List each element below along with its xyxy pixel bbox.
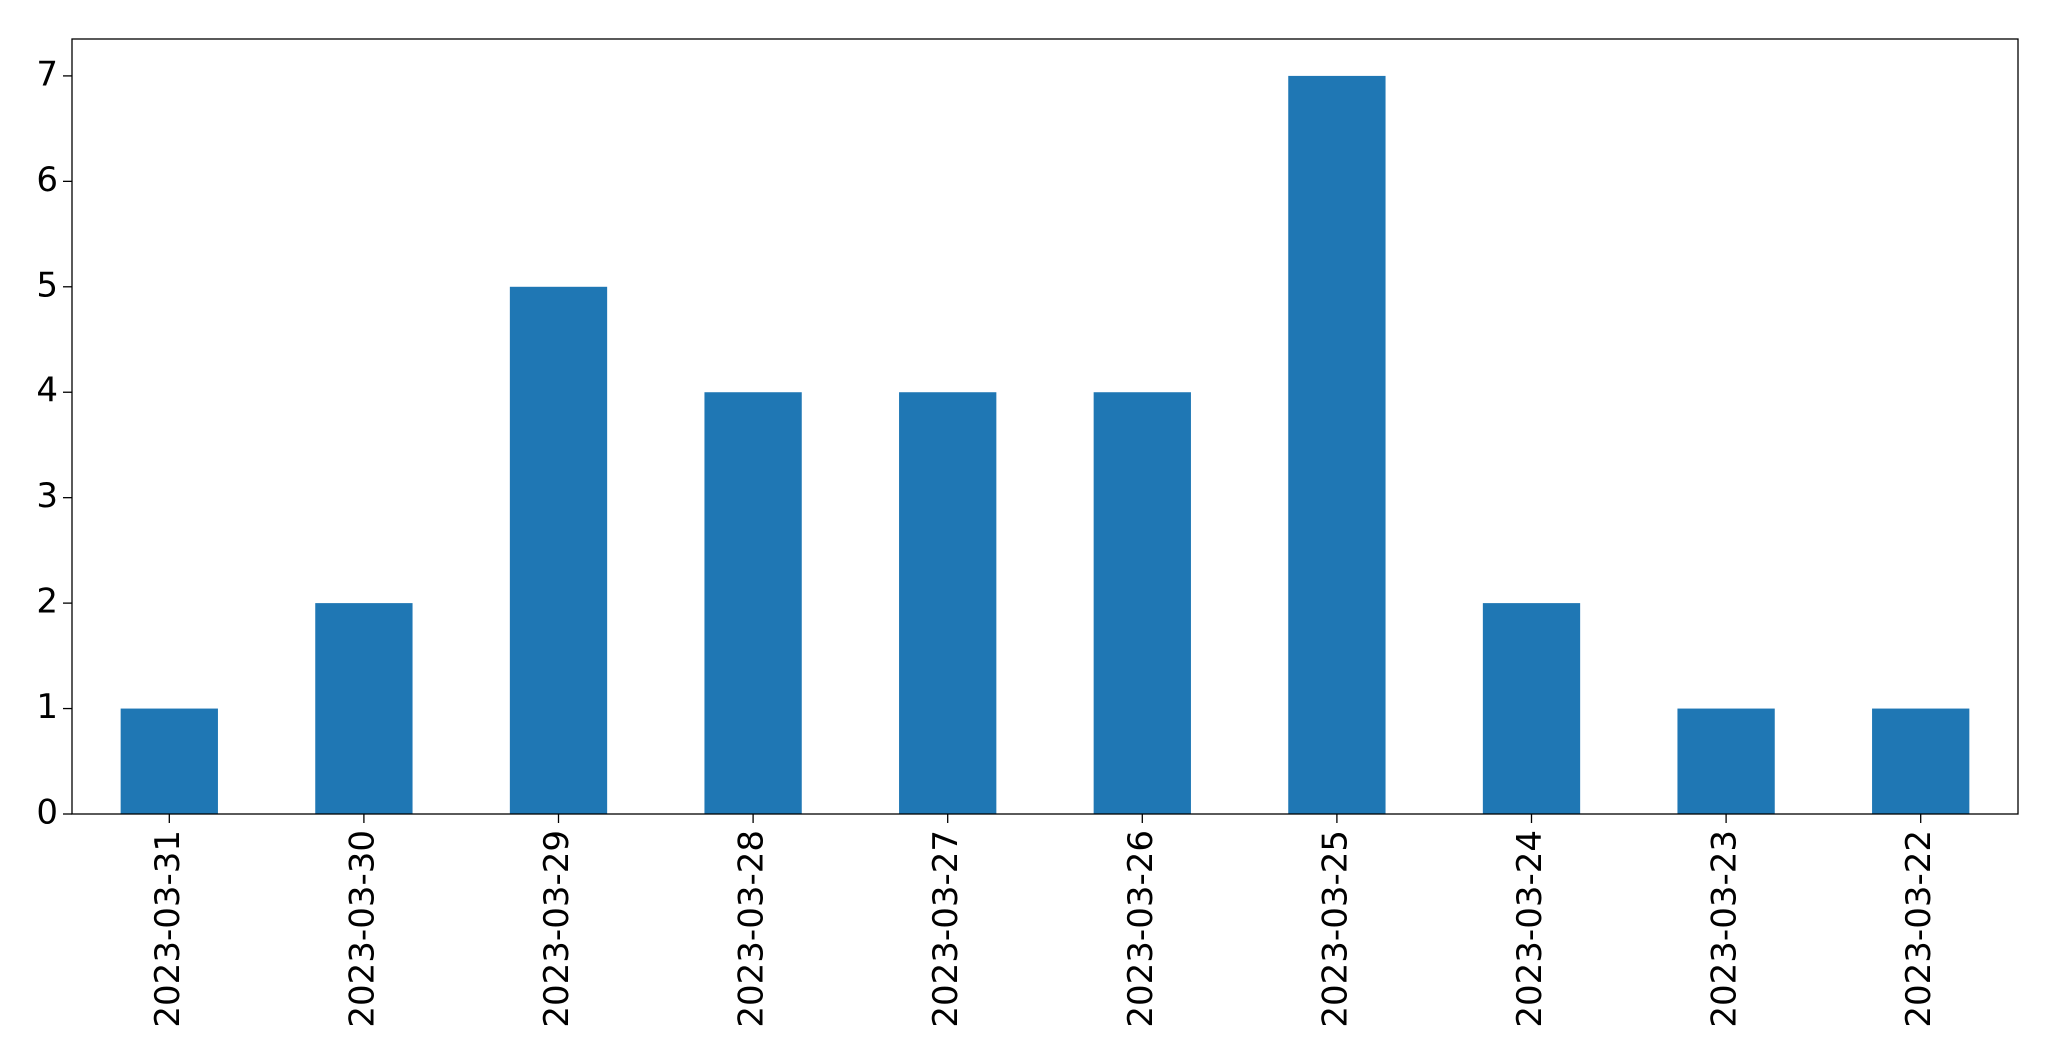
bar xyxy=(315,603,413,814)
x-tick-label: 2023-03-22 xyxy=(1899,830,1939,1028)
y-tick-label: 3 xyxy=(36,476,58,516)
y-tick-label: 6 xyxy=(36,160,58,200)
y-tick-label: 5 xyxy=(36,265,58,305)
bar xyxy=(1093,392,1191,814)
bar xyxy=(1288,75,1386,814)
bar xyxy=(509,286,608,814)
x-tick-label: 2023-03-29 xyxy=(537,830,577,1028)
x-tick-label: 2023-03-23 xyxy=(1705,830,1745,1028)
bar xyxy=(1482,603,1581,814)
y-tick-label: 0 xyxy=(36,793,58,833)
y-tick-label: 4 xyxy=(36,371,58,411)
x-tick-label: 2023-03-30 xyxy=(342,830,382,1028)
x-tick-label: 2023-03-25 xyxy=(1315,830,1355,1028)
x-tick-label: 2023-03-26 xyxy=(1121,830,1161,1028)
bar xyxy=(899,392,997,814)
y-tick-label: 7 xyxy=(36,54,58,94)
plot-frame xyxy=(71,38,2019,815)
bar xyxy=(704,392,802,814)
x-tick-label: 2023-03-24 xyxy=(1510,830,1550,1028)
y-tick-label: 2 xyxy=(36,582,58,622)
x-tick-label: 2023-03-28 xyxy=(732,830,772,1028)
y-tick-label: 1 xyxy=(36,687,58,727)
bar xyxy=(1872,708,1970,814)
x-tick-label: 2023-03-27 xyxy=(926,830,966,1028)
bar xyxy=(120,708,218,814)
bar xyxy=(1677,708,1775,814)
x-tick-label: 2023-03-31 xyxy=(148,830,188,1028)
